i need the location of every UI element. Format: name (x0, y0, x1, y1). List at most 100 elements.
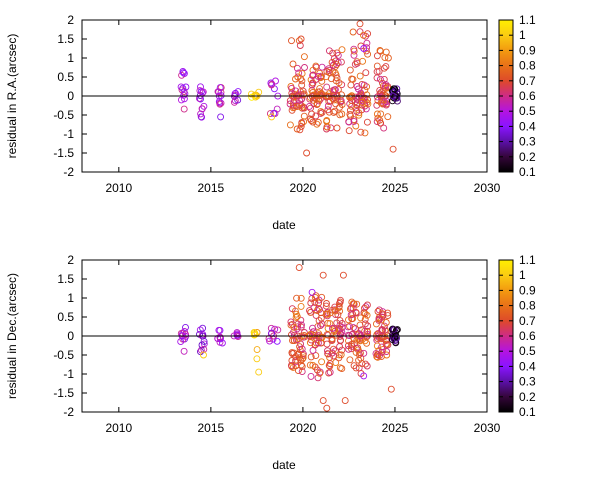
ra-colorbar-tick-label: 1.1 (519, 13, 536, 27)
ra-data-point (363, 44, 371, 52)
ra-data-point (318, 77, 326, 85)
dec-data-point (233, 331, 241, 339)
dec-data-point (355, 356, 363, 364)
dec-data-point (307, 330, 314, 338)
dec-data-point (352, 364, 360, 372)
ra-data-point (326, 97, 334, 105)
dec-data-point (324, 331, 332, 339)
dec-data-point (307, 308, 315, 316)
dec-data-point (315, 299, 323, 307)
ra-data-point (325, 47, 333, 55)
ra-data-point (299, 87, 307, 95)
dec-data-point (182, 323, 189, 331)
ra-data-point (337, 98, 345, 106)
dec-data-point (292, 313, 300, 321)
dec-data-point (361, 304, 368, 312)
ra-data-point (216, 100, 224, 108)
dec-data-point (314, 339, 322, 347)
ra-data-point (323, 123, 331, 131)
dec-data-point (372, 320, 380, 328)
dec-data-point (308, 295, 316, 303)
ra-colorbar-tick-label: 0.7 (519, 74, 536, 88)
dec-data-point (332, 331, 340, 339)
ra-data-point (298, 104, 306, 112)
dec-data-point (200, 351, 207, 359)
dec-data-point (387, 385, 395, 393)
dec-colorbar-tick-label: 0.8 (519, 299, 536, 313)
ra-data-point (198, 105, 206, 113)
ra-colorbar-tick-label: 0.6 (519, 89, 536, 103)
ra-data-point (333, 124, 341, 132)
dec-data-point (378, 343, 386, 351)
dec-data-point (329, 324, 336, 332)
dec-data-point (352, 308, 360, 316)
dec-y-ticks: -2 -1.5 -1 -0.5 0 0.5 1 1.5 2 (53, 253, 487, 419)
dec-data-point (357, 314, 365, 322)
dec-data-point (361, 315, 369, 323)
ra-data-point (332, 100, 340, 108)
dec-data-point (379, 311, 387, 319)
ra-data-point (350, 51, 358, 59)
dec-data-point (196, 326, 204, 334)
ra-y-tick-label: -1 (63, 127, 74, 141)
ra-data-point (377, 47, 384, 55)
dec-data-point (389, 325, 397, 333)
ra-data-point (289, 60, 297, 68)
dec-y-tick-label: 0 (67, 329, 74, 343)
ra-data-point (313, 120, 321, 128)
dec-data-point (376, 331, 384, 339)
ra-data-point (346, 110, 354, 118)
ra-data-point (373, 110, 381, 118)
ra-colorbar-tick-label: 0.5 (519, 104, 536, 118)
ra-data-point (292, 75, 299, 83)
dec-colorbar-tick-label: 0.4 (519, 359, 536, 373)
dec-points (177, 264, 401, 412)
dec-data-point (348, 315, 356, 323)
dec-data-point (307, 372, 315, 380)
ra-data-point (346, 66, 354, 74)
ra-data-point (330, 108, 338, 116)
ra-data-point (313, 100, 321, 108)
ra-data-point (266, 110, 274, 118)
ra-data-point (317, 72, 325, 80)
ra-data-point (382, 63, 390, 71)
ra-data-point (333, 96, 341, 104)
ra-data-point (384, 113, 392, 121)
ra-data-point (298, 120, 306, 127)
dec-x-tick-label: 2020 (290, 421, 317, 435)
dec-data-point (294, 336, 302, 344)
ra-colorbar-tick-label: 0.1 (519, 165, 536, 179)
dec-y-tick-label: 1.5 (57, 272, 74, 286)
dec-data-point (360, 349, 368, 357)
ra-data-point (348, 75, 356, 83)
ra-colorbar-ticks: 0.10.20.3 0.40.50.60.70.8 0.911.1 (499, 13, 536, 179)
ra-data-point (248, 93, 256, 101)
dec-data-point (215, 326, 223, 334)
ra-data-point (180, 105, 188, 113)
dec-data-point (363, 327, 371, 335)
dec-data-point (309, 324, 316, 332)
dec-data-point (362, 360, 369, 368)
dec-data-point (293, 313, 301, 320)
dec-data-point (360, 372, 368, 380)
ra-data-point (336, 103, 344, 111)
ra-x-tick-label: 2015 (198, 181, 225, 195)
ra-data-point (197, 83, 204, 91)
ra-data-point (382, 48, 390, 56)
dec-data-point (330, 326, 338, 334)
ra-data-point (363, 118, 371, 126)
ra-data-point (364, 50, 372, 58)
dec-data-point (314, 374, 322, 382)
ra-data-point (180, 91, 188, 99)
ra-colorbar-tick-label: 0.4 (519, 119, 536, 133)
dec-y-tick-label: 0.5 (57, 310, 74, 324)
ra-x-axis-label: date (272, 218, 296, 232)
dec-data-point (347, 345, 355, 353)
ra-data-point (384, 54, 392, 62)
ra-data-point (270, 109, 278, 117)
dec-data-point (298, 321, 305, 329)
ra-data-point (197, 88, 205, 95)
dec-data-point (323, 300, 330, 307)
dec-data-point (297, 356, 305, 364)
